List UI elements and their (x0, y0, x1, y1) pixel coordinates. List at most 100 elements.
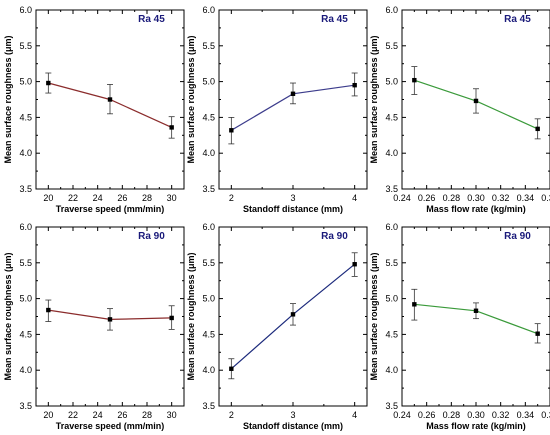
y-tick-label: 5.5 (19, 41, 32, 51)
y-tick-label: 6.0 (202, 222, 215, 232)
y-tick-label: 4.0 (19, 365, 32, 375)
x-tick-label: 28 (142, 193, 152, 203)
x-tick-label: 0.28 (443, 193, 461, 203)
y-tick-label: 6.0 (385, 5, 398, 15)
panel-title: Ra 90 (321, 231, 348, 242)
x-tick-label: 0.28 (443, 410, 461, 420)
y-tick-label: 3.5 (202, 184, 215, 194)
data-point (412, 302, 417, 307)
y-tick-label: 6.0 (19, 5, 32, 15)
x-tick-label: 2 (229, 193, 234, 203)
x-tick-label: 30 (167, 193, 177, 203)
y-tick-label: 5.0 (202, 294, 215, 304)
y-tick-label: 6.0 (19, 222, 32, 232)
data-point (412, 77, 417, 83)
y-tick-label: 3.5 (385, 401, 398, 411)
chart-panel-5: 3.5 4.0 4.5 5.0 5.5 6.0 2 3 4 Standoff distance (… (186, 222, 368, 431)
y-axis-label: Mean surface roughness (μm) (3, 35, 13, 163)
y-tick-label: 4.5 (202, 112, 215, 122)
y-tick-label: 5.0 (385, 77, 398, 87)
y-tick-label: 4.5 (19, 112, 32, 122)
panel-title: Ra 90 (138, 231, 165, 242)
x-axis-label: Traverse speed (mm/min) (56, 204, 165, 214)
x-tick-label: 3 (290, 193, 295, 203)
x-axis-label: Mass flow rate (kg/min) (426, 421, 526, 431)
data-point (46, 80, 51, 86)
x-tick-label: 0.32 (492, 193, 510, 203)
y-tick-label: 4.0 (19, 148, 32, 158)
data-point (229, 366, 234, 371)
x-tick-label: 24 (93, 193, 103, 203)
x-tick-label: 0.32 (492, 410, 510, 420)
chart-panel-6: 3.5 4.0 4.5 5.0 5.5 6.0 0.24 0.26 0.28 0.30 0.32 0.… (369, 222, 550, 431)
x-tick-label: 0.36 (541, 193, 550, 203)
data-point (290, 312, 296, 317)
y-axis-label: Mean surface roughness (μm) (369, 35, 379, 163)
y-tick-label: 5.5 (19, 258, 32, 268)
panel-title: Ra 45 (504, 14, 531, 25)
x-tick-label: 4 (352, 410, 357, 420)
data-point (352, 262, 357, 267)
y-tick-label: 5.0 (385, 294, 398, 304)
x-axis-label: Standoff distance (mm) (243, 204, 343, 214)
x-tick-label: 2 (229, 410, 234, 420)
y-tick-label: 6.0 (385, 222, 398, 232)
y-tick-label: 4.0 (385, 148, 398, 158)
data-point (46, 307, 51, 313)
y-tick-label: 3.5 (19, 401, 32, 411)
data-point (290, 91, 296, 96)
y-tick-label: 3.5 (385, 184, 398, 194)
x-tick-label: 0.34 (517, 410, 535, 420)
y-axis-label: Mean surface roughness (μm) (186, 35, 196, 163)
data-point (535, 331, 540, 336)
x-tick-label: 3 (290, 410, 295, 420)
x-tick-label: 26 (117, 410, 127, 420)
x-tick-label: 0.36 (541, 410, 550, 420)
y-tick-label: 4.5 (19, 329, 32, 339)
y-tick-label: 5.0 (202, 77, 215, 87)
x-tick-label: 28 (142, 410, 152, 420)
x-tick-label: 0.30 (467, 193, 485, 203)
y-tick-label: 3.5 (202, 401, 215, 411)
data-point (169, 125, 174, 130)
x-tick-label: 0.24 (393, 410, 411, 420)
y-tick-label: 5.0 (19, 294, 32, 304)
panel-title: Ra 45 (321, 14, 348, 25)
x-tick-label: 0.30 (467, 410, 485, 420)
x-tick-label: 30 (167, 410, 177, 420)
x-tick-label: 24 (93, 410, 103, 420)
data-point (473, 98, 479, 104)
panel-title: Ra 45 (138, 14, 165, 25)
data-point (107, 317, 113, 322)
y-tick-label: 4.5 (385, 329, 398, 339)
y-axis-label: Mean surface roughness (μm) (3, 252, 13, 380)
y-tick-label: 6.0 (202, 5, 215, 15)
x-tick-label: 0.26 (418, 410, 436, 420)
x-tick-label: 0.26 (418, 193, 436, 203)
y-axis-label: Mean surface roughness (μm) (369, 252, 379, 380)
x-tick-label: 4 (352, 193, 357, 203)
y-tick-label: 5.5 (385, 258, 398, 268)
y-tick-label: 5.5 (202, 258, 215, 268)
y-tick-label: 5.5 (202, 41, 215, 51)
x-tick-label: 20 (43, 410, 53, 420)
y-tick-label: 4.0 (202, 148, 215, 158)
data-point (352, 82, 357, 88)
data-point (535, 126, 540, 132)
data-point (169, 315, 174, 321)
y-tick-label: 4.5 (202, 329, 215, 339)
data-point (229, 128, 234, 133)
x-tick-label: 22 (68, 410, 78, 420)
y-tick-label: 4.0 (202, 365, 215, 375)
x-tick-label: 22 (68, 193, 78, 203)
y-tick-label: 5.5 (385, 41, 398, 51)
panel-title: Ra 90 (504, 231, 531, 242)
x-axis-label: Standoff distance (mm) (243, 421, 343, 431)
x-tick-label: 20 (43, 193, 53, 203)
x-axis-label: Mass flow rate (kg/min) (426, 204, 526, 214)
x-tick-label: 0.24 (393, 193, 411, 203)
x-axis-label: Traverse speed (mm/min) (56, 421, 165, 431)
